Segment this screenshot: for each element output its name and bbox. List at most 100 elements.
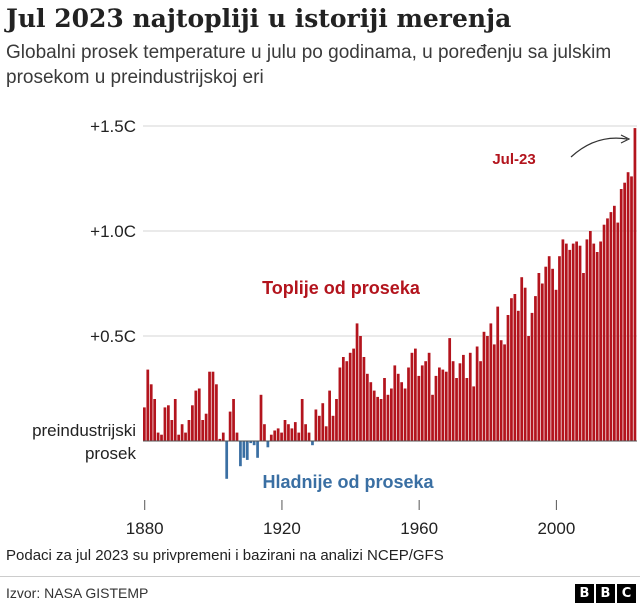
bar [163,407,167,441]
bar [606,218,609,441]
x-tick-label: 1920 [263,519,301,538]
bar [390,388,393,441]
x-tick-label: 2000 [537,519,575,538]
bar [475,346,479,441]
bar [630,176,633,441]
bar [588,231,592,441]
bar [218,438,222,441]
bar [225,441,229,479]
bar [396,373,400,441]
bar [276,428,280,441]
bar [307,432,311,441]
bar [554,289,558,441]
bar [331,415,335,441]
bar [256,441,259,458]
bar [451,361,455,441]
bar [417,375,421,441]
bar [173,399,177,441]
bar [252,441,256,446]
bar [314,409,318,441]
bar [530,312,534,441]
bar [204,413,208,441]
x-tick-label: 1960 [400,519,438,538]
bar [609,212,613,441]
bar [290,428,294,441]
bar [520,277,524,441]
bar [300,399,304,441]
bar [376,396,380,441]
bar [146,369,150,441]
bar [311,441,314,446]
bar [194,390,198,441]
bar [352,348,355,441]
bar [503,344,506,441]
bar [626,172,630,441]
bar [482,331,486,441]
baseline-label-line-1: preindustrijski [32,421,136,440]
bar [293,422,297,441]
bar [379,399,383,441]
bar [571,243,575,441]
bar [201,420,205,441]
bar [496,306,500,441]
bar [335,399,338,441]
bar [472,386,476,441]
bar [468,352,472,441]
jul-23-arrowhead [620,134,631,144]
bar [438,367,441,441]
bar [595,252,599,441]
bar [623,182,627,441]
y-tick-label: +1.0C [90,222,136,241]
bar [362,357,366,441]
bar [365,373,369,441]
bar [221,432,225,441]
bar [345,361,349,441]
footer-divider [0,576,640,577]
bar [372,390,376,441]
jul-23-label: Jul-23 [492,151,535,168]
bar [208,371,211,441]
bar [273,430,277,441]
bar [228,411,232,441]
bar [407,367,410,441]
bar [297,432,301,441]
bar [486,336,489,441]
bar [506,315,510,441]
bar [544,266,548,441]
bar [191,405,194,441]
bar [259,394,263,441]
bar [232,399,235,441]
bar [355,323,359,441]
cold-annotation: Hladnije od proseka [262,472,434,492]
bar [369,382,373,441]
bar [156,432,160,441]
bar [420,365,424,441]
bar [534,296,537,441]
bar [242,441,246,458]
bar [431,394,434,441]
bar [551,268,554,441]
bar [324,426,328,441]
bar [448,338,452,441]
bar [215,384,218,441]
chart-subtitle: Globalni prosek temperature u julu po go… [6,42,612,88]
bar [153,399,157,441]
bbc-logo: B B C [575,584,636,603]
bar [489,323,493,441]
bar [462,354,465,441]
bar [424,361,428,441]
bar [177,434,181,441]
bar [561,239,565,441]
baseline-label-line-2: prosek [85,444,137,463]
bar [540,283,544,441]
bar [578,245,582,441]
bar [434,375,438,441]
bar [249,441,253,444]
bar [321,403,325,441]
x-tick-label: 1880 [126,519,164,538]
bar [287,424,290,441]
bar [187,420,191,441]
bar [602,224,606,441]
bar [558,256,561,441]
chart-title: Jul 2023 najtopliji u istoriji merenja [6,4,512,33]
